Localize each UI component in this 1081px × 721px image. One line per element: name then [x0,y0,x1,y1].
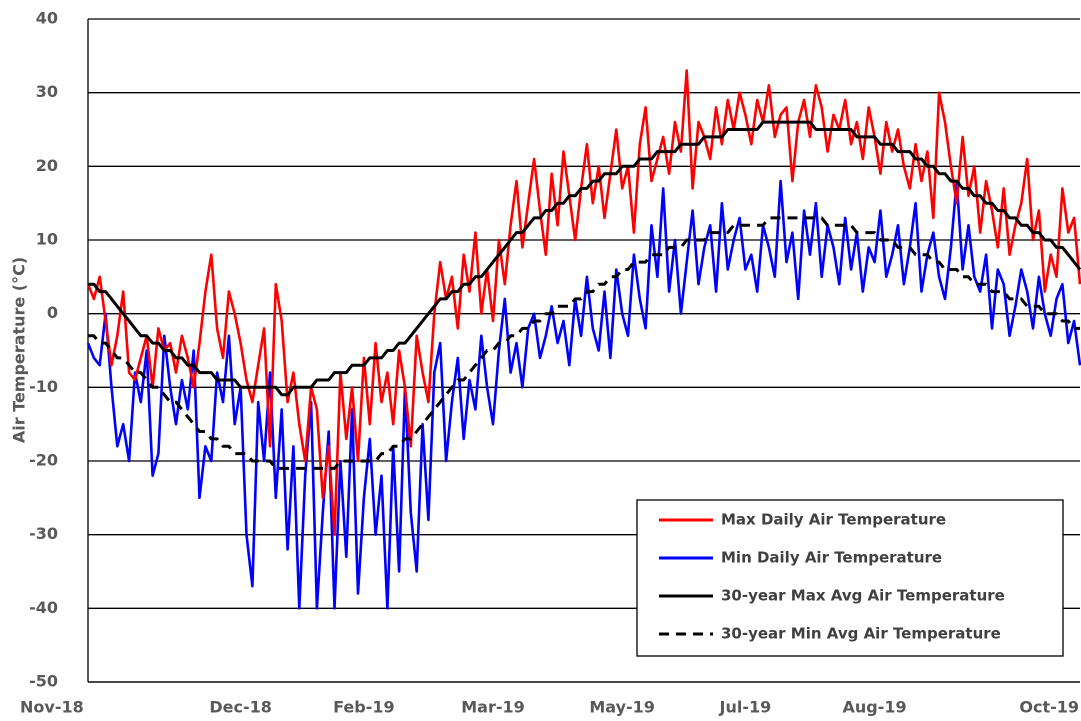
series-line [88,120,1081,397]
y-tick-label: -50 [29,672,58,691]
legend-label: Min Daily Air Temperature [721,549,942,567]
y-tick-label: 20 [36,156,58,175]
series-line [88,216,1080,470]
legend-label: 30-year Min Avg Air Temperature [721,625,1001,643]
legend: Max Daily Air Temperature Min Daily Air T… [636,499,1064,657]
series-line [86,179,1081,610]
y-axis-label: Air Temperature (°C) [10,257,29,443]
y-tick-label: -30 [29,524,58,543]
legend-label: 30-year Max Avg Air Temperature [721,587,1005,605]
legend-box [636,499,1064,657]
x-tick-label: Jul-19 [719,698,772,717]
y-tick-label: -20 [29,451,58,470]
y-tick-label: 40 [36,9,58,28]
y-tick-label: -40 [29,598,58,617]
x-tick-label: Mar-19 [461,698,525,717]
x-tick-label: Aug-19 [842,698,906,717]
x-tick-label: May-19 [589,698,655,717]
x-tick-label: Dec-18 [209,698,272,717]
series-line [86,69,1081,536]
x-tick-label: Feb-19 [333,698,395,717]
legend-label: Max Daily Air Temperature [721,511,946,529]
x-tick-label: Nov-18 [20,698,84,717]
y-tick-label: 0 [47,303,58,322]
y-tick-label: -10 [29,377,58,396]
y-tick-label: 10 [36,230,58,249]
x-tick-label: Oct-19 [1019,698,1079,717]
y-tick-label: 30 [36,82,58,101]
